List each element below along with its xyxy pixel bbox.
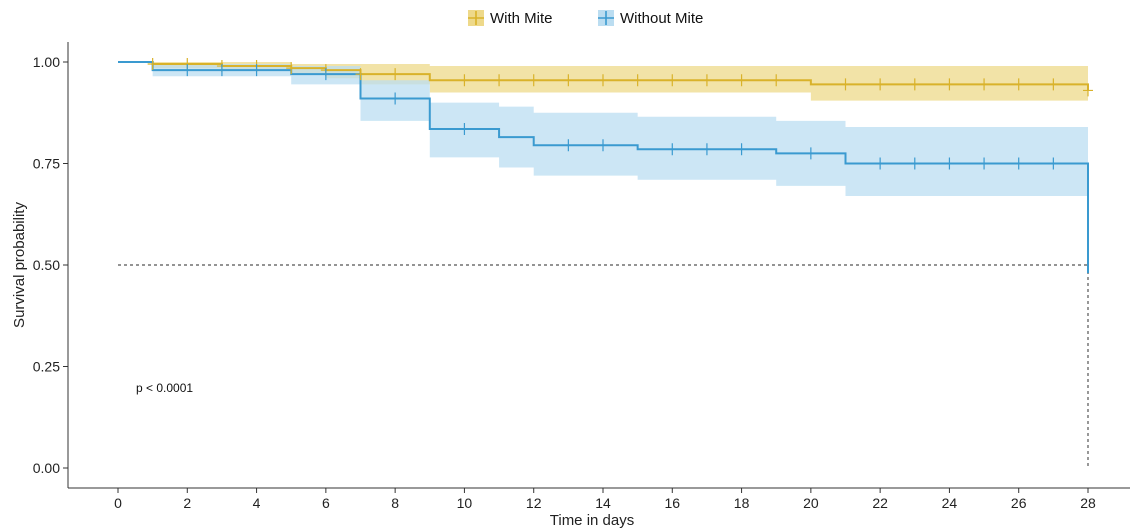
median-reference-line — [118, 264, 1089, 468]
legend-label: Without Mite — [620, 10, 703, 27]
x-tick-label: 28 — [1080, 495, 1096, 511]
x-tick-label: 18 — [734, 495, 750, 511]
x-tick-label: 20 — [803, 495, 819, 511]
censor-mark — [1048, 157, 1059, 170]
censor-mark — [875, 157, 886, 170]
censor-mark — [909, 78, 920, 91]
censor-mark — [944, 157, 955, 170]
x-tick-label: 6 — [322, 495, 330, 511]
x-tick-label: 12 — [526, 495, 542, 511]
censor-mark — [944, 78, 955, 91]
censor-mark — [667, 74, 678, 87]
censor-mark — [909, 157, 920, 170]
censor-mark — [320, 68, 331, 81]
axes: 0 2 4 6 8 10 12 14 16 18 20 22 24 26 280.000.250.500.7… — [33, 42, 1130, 511]
x-tick-label: 10 — [457, 495, 473, 511]
censor-mark — [979, 157, 990, 170]
censor-mark — [598, 139, 608, 152]
censor-mark — [1083, 84, 1093, 97]
censor-mark — [667, 143, 678, 156]
censor-mark — [286, 62, 297, 75]
censor-marks — [147, 58, 1093, 170]
censor-mark — [701, 143, 712, 156]
x-tick-label: 22 — [872, 495, 888, 511]
censor-mark — [979, 78, 990, 91]
x-axis-title: Time in days — [550, 512, 634, 529]
censor-mark — [598, 74, 608, 87]
censor-mark — [494, 74, 505, 87]
censor-mark — [216, 64, 227, 77]
censor-mark — [563, 139, 574, 152]
x-tick-label: 4 — [253, 495, 261, 511]
censor-mark — [1013, 157, 1024, 170]
x-tick-label: 8 — [391, 495, 399, 511]
censor-mark — [875, 78, 886, 91]
censor-mark — [459, 74, 470, 87]
censor-mark — [840, 78, 851, 91]
y-tick-label: 0.75 — [33, 156, 60, 172]
x-tick-label: 2 — [183, 495, 191, 511]
legend-label: With Mite — [490, 10, 553, 27]
censor-mark — [736, 74, 747, 87]
censor-mark — [736, 143, 747, 156]
y-axis-title: Survival probability — [11, 202, 28, 328]
censor-mark — [632, 74, 643, 87]
p-value-annotation: p < 0.0001 — [136, 381, 193, 395]
censor-mark — [355, 68, 366, 81]
censor-mark — [147, 58, 158, 71]
x-tick-label: 0 — [114, 495, 122, 511]
legend: With Mite Without Mite — [468, 10, 703, 27]
censor-mark — [390, 92, 401, 105]
censor-mark — [528, 74, 539, 87]
legend-key-symbol — [598, 11, 614, 25]
censor-mark — [701, 74, 712, 87]
y-tick-label: 0.00 — [33, 460, 60, 476]
censor-mark — [251, 64, 262, 77]
x-tick-label: 26 — [1011, 495, 1027, 511]
censor-mark — [459, 122, 470, 135]
legend-key-symbol — [468, 11, 484, 25]
censor-mark — [182, 64, 193, 77]
censor-mark — [390, 68, 401, 81]
x-tick-label: 24 — [942, 495, 958, 511]
x-tick-label: 16 — [664, 495, 680, 511]
y-tick-label: 0.25 — [33, 359, 60, 375]
y-tick-label: 1.00 — [33, 54, 60, 70]
x-tick-label: 14 — [595, 495, 611, 511]
censor-mark — [1048, 78, 1059, 91]
censor-mark — [1013, 78, 1024, 91]
censor-mark — [771, 74, 782, 87]
y-tick-label: 0.50 — [33, 257, 60, 273]
censor-mark — [805, 147, 816, 160]
censor-mark — [563, 74, 574, 87]
